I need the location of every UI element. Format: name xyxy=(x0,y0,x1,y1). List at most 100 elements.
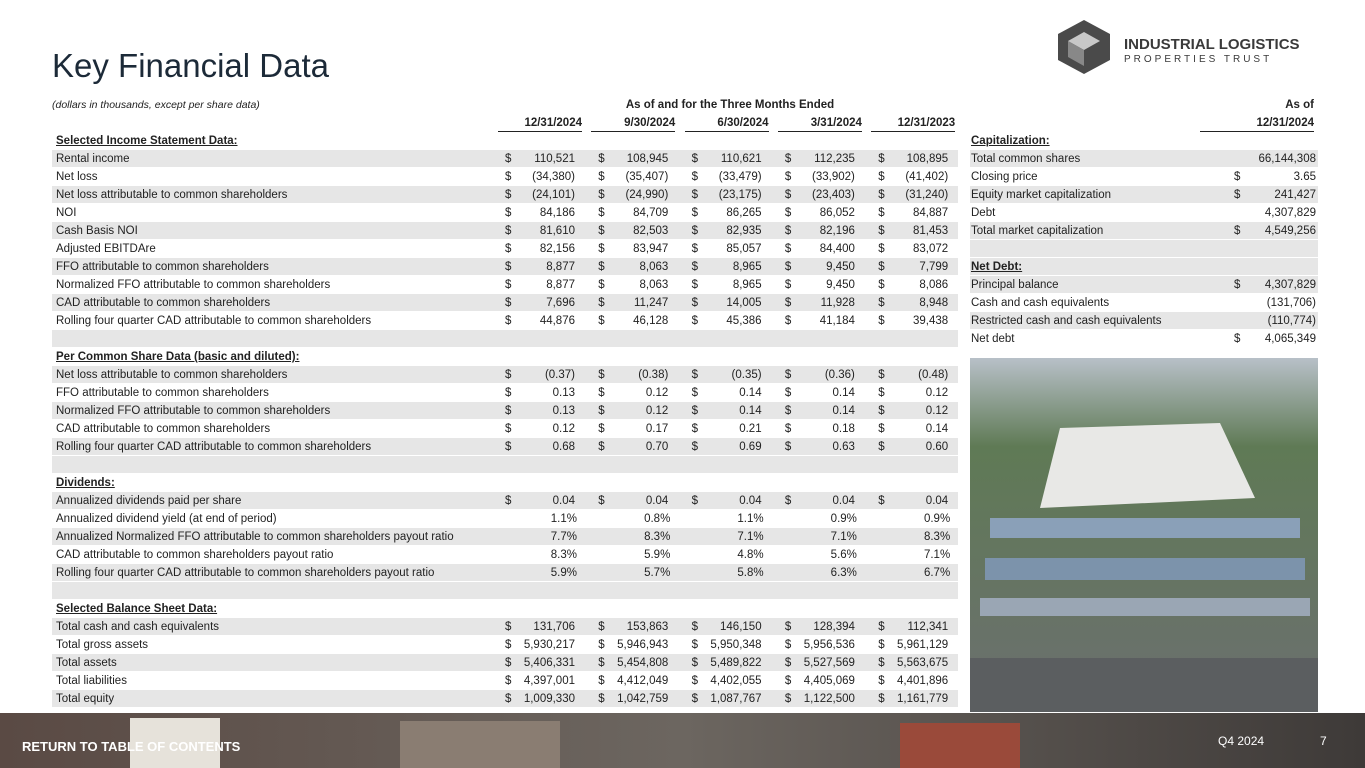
currency: $ xyxy=(1234,279,1241,291)
row-shade xyxy=(52,366,958,383)
currency: $ xyxy=(505,243,512,255)
currency: $ xyxy=(1234,333,1241,345)
cell: 82,935 xyxy=(726,225,762,237)
cell: 3.65 xyxy=(1293,171,1316,183)
currency: $ xyxy=(598,189,605,201)
section-title: Capitalization: xyxy=(971,135,1050,147)
currency: $ xyxy=(878,189,885,201)
toc-link[interactable]: RETURN TO TABLE OF CONTENTS xyxy=(22,739,241,754)
row-label: Rolling four quarter CAD attributable to… xyxy=(56,315,372,327)
row-shade xyxy=(52,222,958,239)
currency: $ xyxy=(691,171,698,183)
cell: (31,240) xyxy=(905,189,949,201)
cell: (24,101) xyxy=(532,189,575,201)
row-label: Net loss attributable to common sharehol… xyxy=(56,189,288,201)
cell: 0.14 xyxy=(739,387,762,399)
cell: 0.14 xyxy=(832,387,855,399)
currency: $ xyxy=(784,423,792,435)
row-label: FFO attributable to common shareholders xyxy=(56,387,269,399)
currency: $ xyxy=(878,225,885,237)
cell: 7,696 xyxy=(546,297,575,309)
cell: 8,877 xyxy=(546,279,575,291)
cell: 1,122,500 xyxy=(803,693,855,705)
currency: $ xyxy=(505,495,512,507)
cell: (33,902) xyxy=(812,171,855,183)
currency: $ xyxy=(598,639,605,651)
currency: $ xyxy=(784,297,792,309)
cell: 241,427 xyxy=(1274,189,1316,201)
cell: 7,799 xyxy=(919,261,949,273)
currency: $ xyxy=(598,315,605,327)
currency: $ xyxy=(691,387,698,399)
currency: $ xyxy=(691,369,698,381)
currency: $ xyxy=(691,225,698,237)
currency: $ xyxy=(691,675,698,687)
row-shade xyxy=(52,528,958,545)
cell: 5,563,675 xyxy=(897,657,949,669)
cell: 8,086 xyxy=(919,279,949,291)
currency: $ xyxy=(598,225,605,237)
currency: $ xyxy=(878,153,885,165)
currency: $ xyxy=(691,189,698,201)
cell: 5,527,569 xyxy=(803,657,855,669)
row-shade xyxy=(52,150,958,167)
cell: 128,394 xyxy=(813,621,855,633)
section-title: Dividends: xyxy=(56,477,115,489)
cell: 4,412,049 xyxy=(617,675,669,687)
cell: 86,265 xyxy=(726,207,762,219)
cell: 7.7% xyxy=(550,531,577,543)
cell: 0.13 xyxy=(552,387,575,399)
subtitle: (dollars in thousands, except per share … xyxy=(52,99,260,111)
row-shade xyxy=(970,222,1318,239)
row-label: FFO attributable to common shareholders xyxy=(56,261,269,273)
cell: 9,450 xyxy=(826,279,855,291)
section-title: Selected Balance Sheet Data: xyxy=(56,603,218,615)
currency: $ xyxy=(784,675,792,687)
footer-banner xyxy=(0,713,1365,768)
currency: $ xyxy=(784,261,792,273)
cell: 8.3% xyxy=(550,549,577,561)
group-heading: As of and for the Three Months Ended xyxy=(625,99,835,111)
currency: $ xyxy=(505,621,512,633)
cell: 0.8% xyxy=(644,513,671,525)
currency: $ xyxy=(505,405,512,417)
cell: 46,128 xyxy=(633,315,669,327)
cell: 6.7% xyxy=(923,567,951,579)
cell: (0.38) xyxy=(638,369,669,381)
currency: $ xyxy=(878,441,885,453)
cell: 5,406,331 xyxy=(523,657,575,669)
row-shade xyxy=(52,186,958,203)
cell: 4,065,349 xyxy=(1264,333,1316,345)
cell: 0.18 xyxy=(832,423,855,435)
currency: $ xyxy=(598,387,605,399)
currency: $ xyxy=(505,189,512,201)
section-title: Per Common Share Data (basic and diluted… xyxy=(56,351,300,363)
page-number: 7 xyxy=(1320,734,1327,748)
property-photo xyxy=(970,358,1318,712)
currency: $ xyxy=(691,243,698,255)
row-shade xyxy=(52,582,958,599)
cell: 0.9% xyxy=(830,513,857,525)
row-shade xyxy=(52,330,958,347)
currency: $ xyxy=(784,495,792,507)
cell: (0.36) xyxy=(824,369,855,381)
cell: 0.12 xyxy=(645,387,669,399)
currency: $ xyxy=(691,261,698,273)
currency: $ xyxy=(598,675,605,687)
currency: $ xyxy=(784,189,792,201)
currency: $ xyxy=(691,297,698,309)
currency: $ xyxy=(691,693,698,705)
row-shade xyxy=(52,258,958,275)
currency: $ xyxy=(505,657,512,669)
currency: $ xyxy=(505,675,512,687)
currency: $ xyxy=(878,261,885,273)
cell: 5.7% xyxy=(644,567,671,579)
currency: $ xyxy=(878,495,885,507)
row-label: Total cash and cash equivalents xyxy=(56,621,220,633)
cell: 110,521 xyxy=(534,153,575,165)
row-shade xyxy=(52,618,958,635)
logo-icon xyxy=(1058,20,1110,74)
currency: $ xyxy=(784,441,792,453)
cell: 14,005 xyxy=(726,297,762,309)
cell: (0.35) xyxy=(731,369,762,381)
